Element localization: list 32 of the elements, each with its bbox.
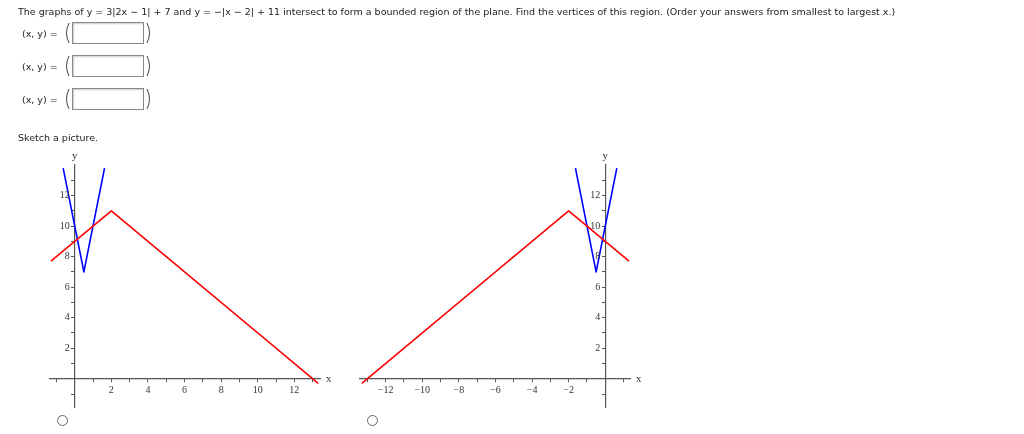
x-tick-label: 4 [145,384,151,396]
y-tick-label: 4 [64,311,70,323]
x-tick-label: 6 [182,384,188,396]
x-tick-label: −4 [526,384,538,396]
x-axis-title: x [326,371,332,384]
text: The graphs of y = 3|2x − 1| + 7 and y = −|x − 2| + 11 intersect to form a bounded region of the plane. Find the vertices of this region. (Order your answers from smallest to largest x.) [18,6,896,17]
y-tick-label: 2 [64,341,70,353]
y-axis-title: y [602,149,609,162]
y-tick-label: 2 [595,341,601,353]
x-tick-label: −12 [377,384,394,396]
x-tick-label: 10 [252,384,263,396]
x-tick-label: −8 [453,384,465,396]
x-tick-label: −6 [490,384,501,396]
y-tick-label: 6 [595,280,601,292]
y-tick-label: 10 [590,219,601,231]
y-tick-label: 10 [59,219,70,231]
text: (x, y) = [22,60,58,72]
x-tick-label: −2 [563,384,574,396]
y-tick-label: 8 [595,250,601,262]
y-axis-title: y [71,149,78,162]
x-tick-label: 12 [289,384,300,396]
text: (x, y) = [22,27,58,39]
x-axis-title: x [636,371,642,384]
y-tick-label: 8 [64,250,70,262]
y-tick-label: 4 [595,311,601,323]
chart-subtitle: Sketch a picture. [18,132,99,143]
x-tick-label: 2 [108,384,114,396]
text: (x, y) = [22,93,58,105]
y-tick-label: 6 [64,280,70,292]
y-tick-label: 12 [590,189,601,201]
x-tick-label: −10 [414,384,431,396]
x-tick-label: 8 [218,384,224,396]
